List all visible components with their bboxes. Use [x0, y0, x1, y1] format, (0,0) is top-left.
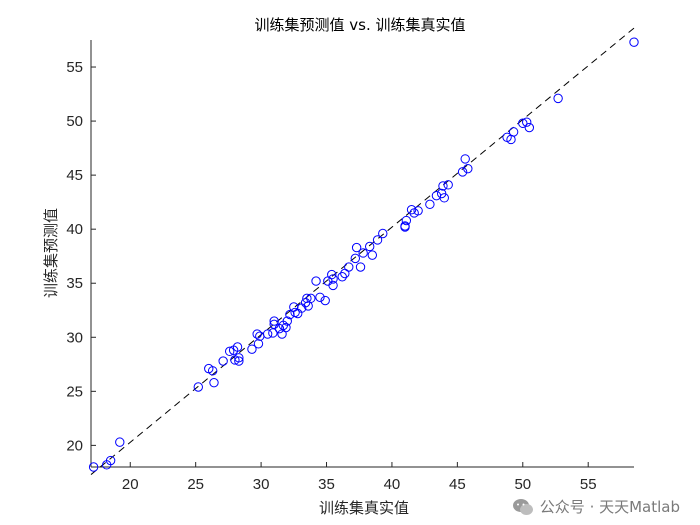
data-point [327, 269, 337, 280]
x-tick-label: 30 [253, 476, 270, 493]
y-axis-label: 训练集预测值 [42, 208, 60, 298]
data-point [247, 344, 257, 354]
data-points [88, 37, 639, 472]
y-ticks: 20 25 30 35 40 45 50 55 [66, 59, 96, 454]
data-point [438, 181, 448, 191]
data-point [218, 356, 228, 366]
data-point [364, 241, 375, 252]
data-point [207, 366, 218, 376]
x-tick-label: 20 [122, 476, 139, 493]
data-point [262, 329, 273, 339]
data-point [413, 206, 423, 216]
data-point [463, 163, 473, 174]
x-ticks: 20 25 30 35 40 45 50 55 [122, 462, 597, 493]
data-point [344, 262, 354, 272]
watermark-text: 公众号 · 天天Matlab [539, 498, 680, 516]
data-point [115, 437, 125, 447]
data-point [232, 342, 243, 352]
chart-title: 训练集预测值 vs. 训练集真实值 [255, 16, 466, 34]
data-point [439, 193, 449, 203]
x-tick-label: 40 [384, 476, 401, 493]
data-point [315, 292, 325, 302]
y-tick-label: 20 [66, 437, 83, 454]
x-tick-label: 55 [580, 476, 597, 493]
y-tick-label: 40 [66, 221, 83, 238]
data-point [193, 382, 203, 392]
data-point [277, 329, 287, 339]
data-point [400, 222, 410, 232]
data-point [105, 455, 116, 466]
data-point [269, 316, 279, 326]
data-point [234, 356, 244, 366]
data-point [518, 118, 528, 128]
data-point [524, 122, 535, 133]
data-point [629, 37, 639, 47]
data-point [358, 248, 368, 258]
y-tick-label: 50 [66, 113, 83, 130]
y-tick-label: 45 [66, 167, 83, 184]
data-point [234, 353, 244, 363]
data-point [302, 293, 312, 304]
data-point [323, 276, 333, 286]
data-point [460, 154, 470, 164]
data-point [252, 329, 262, 339]
wechat-icon [512, 498, 533, 515]
x-tick-label: 45 [449, 476, 466, 493]
x-axis-label: 训练集真实值 [319, 499, 409, 517]
plot-area: 20 25 30 35 40 45 50 55 20 25 30 35 40 45 50 55 [66, 27, 639, 493]
x-tick-label: 50 [514, 476, 531, 493]
x-tick-label: 35 [318, 476, 335, 493]
watermark: 公众号 · 天天Matlab [512, 496, 680, 517]
data-point [350, 253, 361, 264]
y-tick-label: 30 [66, 329, 83, 346]
data-point [306, 293, 316, 304]
data-point [522, 117, 532, 127]
data-point [401, 215, 412, 226]
data-point [443, 180, 453, 190]
data-point [367, 250, 378, 260]
data-point [88, 462, 99, 472]
x-tick-label: 25 [187, 476, 204, 493]
y-tick-label: 35 [66, 275, 83, 292]
data-point [209, 377, 219, 388]
reference-line [90, 27, 635, 475]
data-point [289, 302, 299, 312]
data-point [378, 228, 388, 239]
data-point [372, 235, 383, 245]
data-point [457, 167, 468, 177]
y-tick-label: 55 [66, 59, 83, 76]
data-point [431, 190, 442, 201]
data-point [337, 272, 347, 282]
data-point [320, 295, 330, 306]
data-point [508, 127, 519, 137]
data-point [355, 262, 366, 272]
data-point [253, 339, 264, 349]
data-point [406, 205, 417, 215]
data-point [282, 316, 292, 326]
data-point [281, 322, 291, 333]
data-point [224, 346, 235, 357]
data-point [311, 276, 321, 286]
data-point [425, 199, 435, 210]
data-point [328, 280, 338, 291]
data-point [351, 242, 362, 253]
data-point [553, 93, 563, 104]
y-tick-label: 25 [66, 383, 83, 400]
data-point [328, 274, 338, 284]
